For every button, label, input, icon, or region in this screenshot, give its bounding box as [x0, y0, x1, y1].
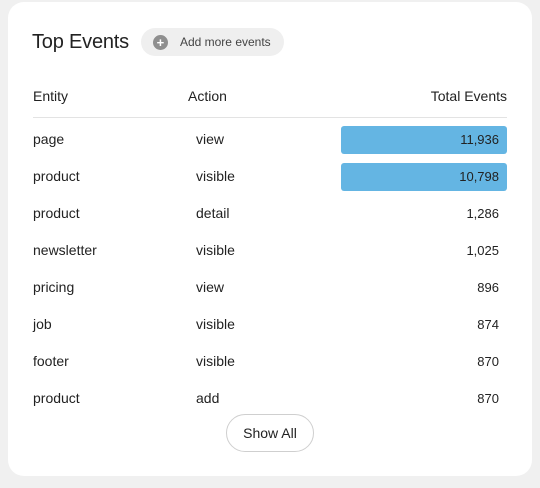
action-cell: detail — [196, 205, 230, 221]
total-events-bar — [341, 162, 507, 191]
table-row: footer visible 870 — [8, 343, 532, 380]
card-title: Top Events — [32, 30, 129, 53]
table-row: product detail 1,286 — [8, 195, 532, 232]
entity-cell: pricing — [33, 279, 75, 295]
total-events-value: 874 — [477, 316, 499, 332]
total-events-cell: 870 — [341, 385, 507, 413]
table-row: job visible 874 — [8, 306, 532, 343]
add-more-events-button[interactable]: + Add more events — [140, 28, 284, 56]
column-header-total-events: Total Events — [430, 88, 507, 104]
events-table: page view 11,936 product visible 10,798 produc… — [8, 121, 532, 417]
entity-cell: newsletter — [33, 242, 97, 258]
total-events-value: 10,798 — [459, 168, 499, 184]
entity-cell: product — [33, 168, 80, 184]
action-cell: visible — [196, 316, 235, 332]
total-events-cell: 1,286 — [341, 200, 507, 228]
table-row: pricing view 896 — [8, 269, 532, 306]
table-row: product visible 10,798 — [8, 158, 532, 195]
total-events-cell: 874 — [341, 311, 507, 339]
total-events-cell: 1,025 — [341, 237, 507, 265]
top-events-card: Top Events + Add more events Entity Acti… — [8, 2, 532, 476]
table-row: page view 11,936 — [8, 121, 532, 158]
plus-circle-icon: + — [152, 34, 168, 50]
action-cell: visible — [196, 353, 235, 369]
total-events-cell: 10,798 — [341, 162, 507, 191]
action-cell: add — [196, 390, 220, 406]
total-events-value: 870 — [477, 390, 499, 406]
action-cell: visible — [196, 168, 235, 184]
total-events-cell: 11,936 — [341, 125, 507, 154]
column-header-entity: Entity — [33, 88, 69, 104]
table-row: newsletter visible 1,025 — [8, 232, 532, 269]
show-all-button[interactable]: Show All — [226, 414, 314, 452]
total-events-value: 11,936 — [460, 131, 499, 147]
add-more-events-label: Add more events — [179, 35, 271, 49]
total-events-value: 1,286 — [466, 205, 499, 221]
entity-cell: product — [33, 205, 80, 221]
action-cell: view — [196, 279, 225, 295]
header-divider — [33, 117, 507, 118]
card-header: Top Events + Add more events — [32, 28, 284, 56]
action-cell: visible — [196, 242, 235, 258]
total-events-value: 1,025 — [466, 242, 499, 258]
entity-cell: product — [33, 390, 80, 406]
entity-cell: page — [33, 131, 65, 147]
total-events-cell: 870 — [341, 348, 507, 376]
table-row: product add 870 — [8, 380, 532, 417]
action-cell: view — [196, 131, 225, 147]
entity-cell: footer — [33, 353, 69, 369]
total-events-cell: 896 — [341, 274, 507, 302]
total-events-bar — [341, 125, 507, 154]
total-events-value: 896 — [477, 279, 499, 295]
entity-cell: job — [33, 316, 52, 332]
total-events-value: 870 — [477, 353, 499, 369]
column-header-action: Action — [188, 88, 227, 104]
